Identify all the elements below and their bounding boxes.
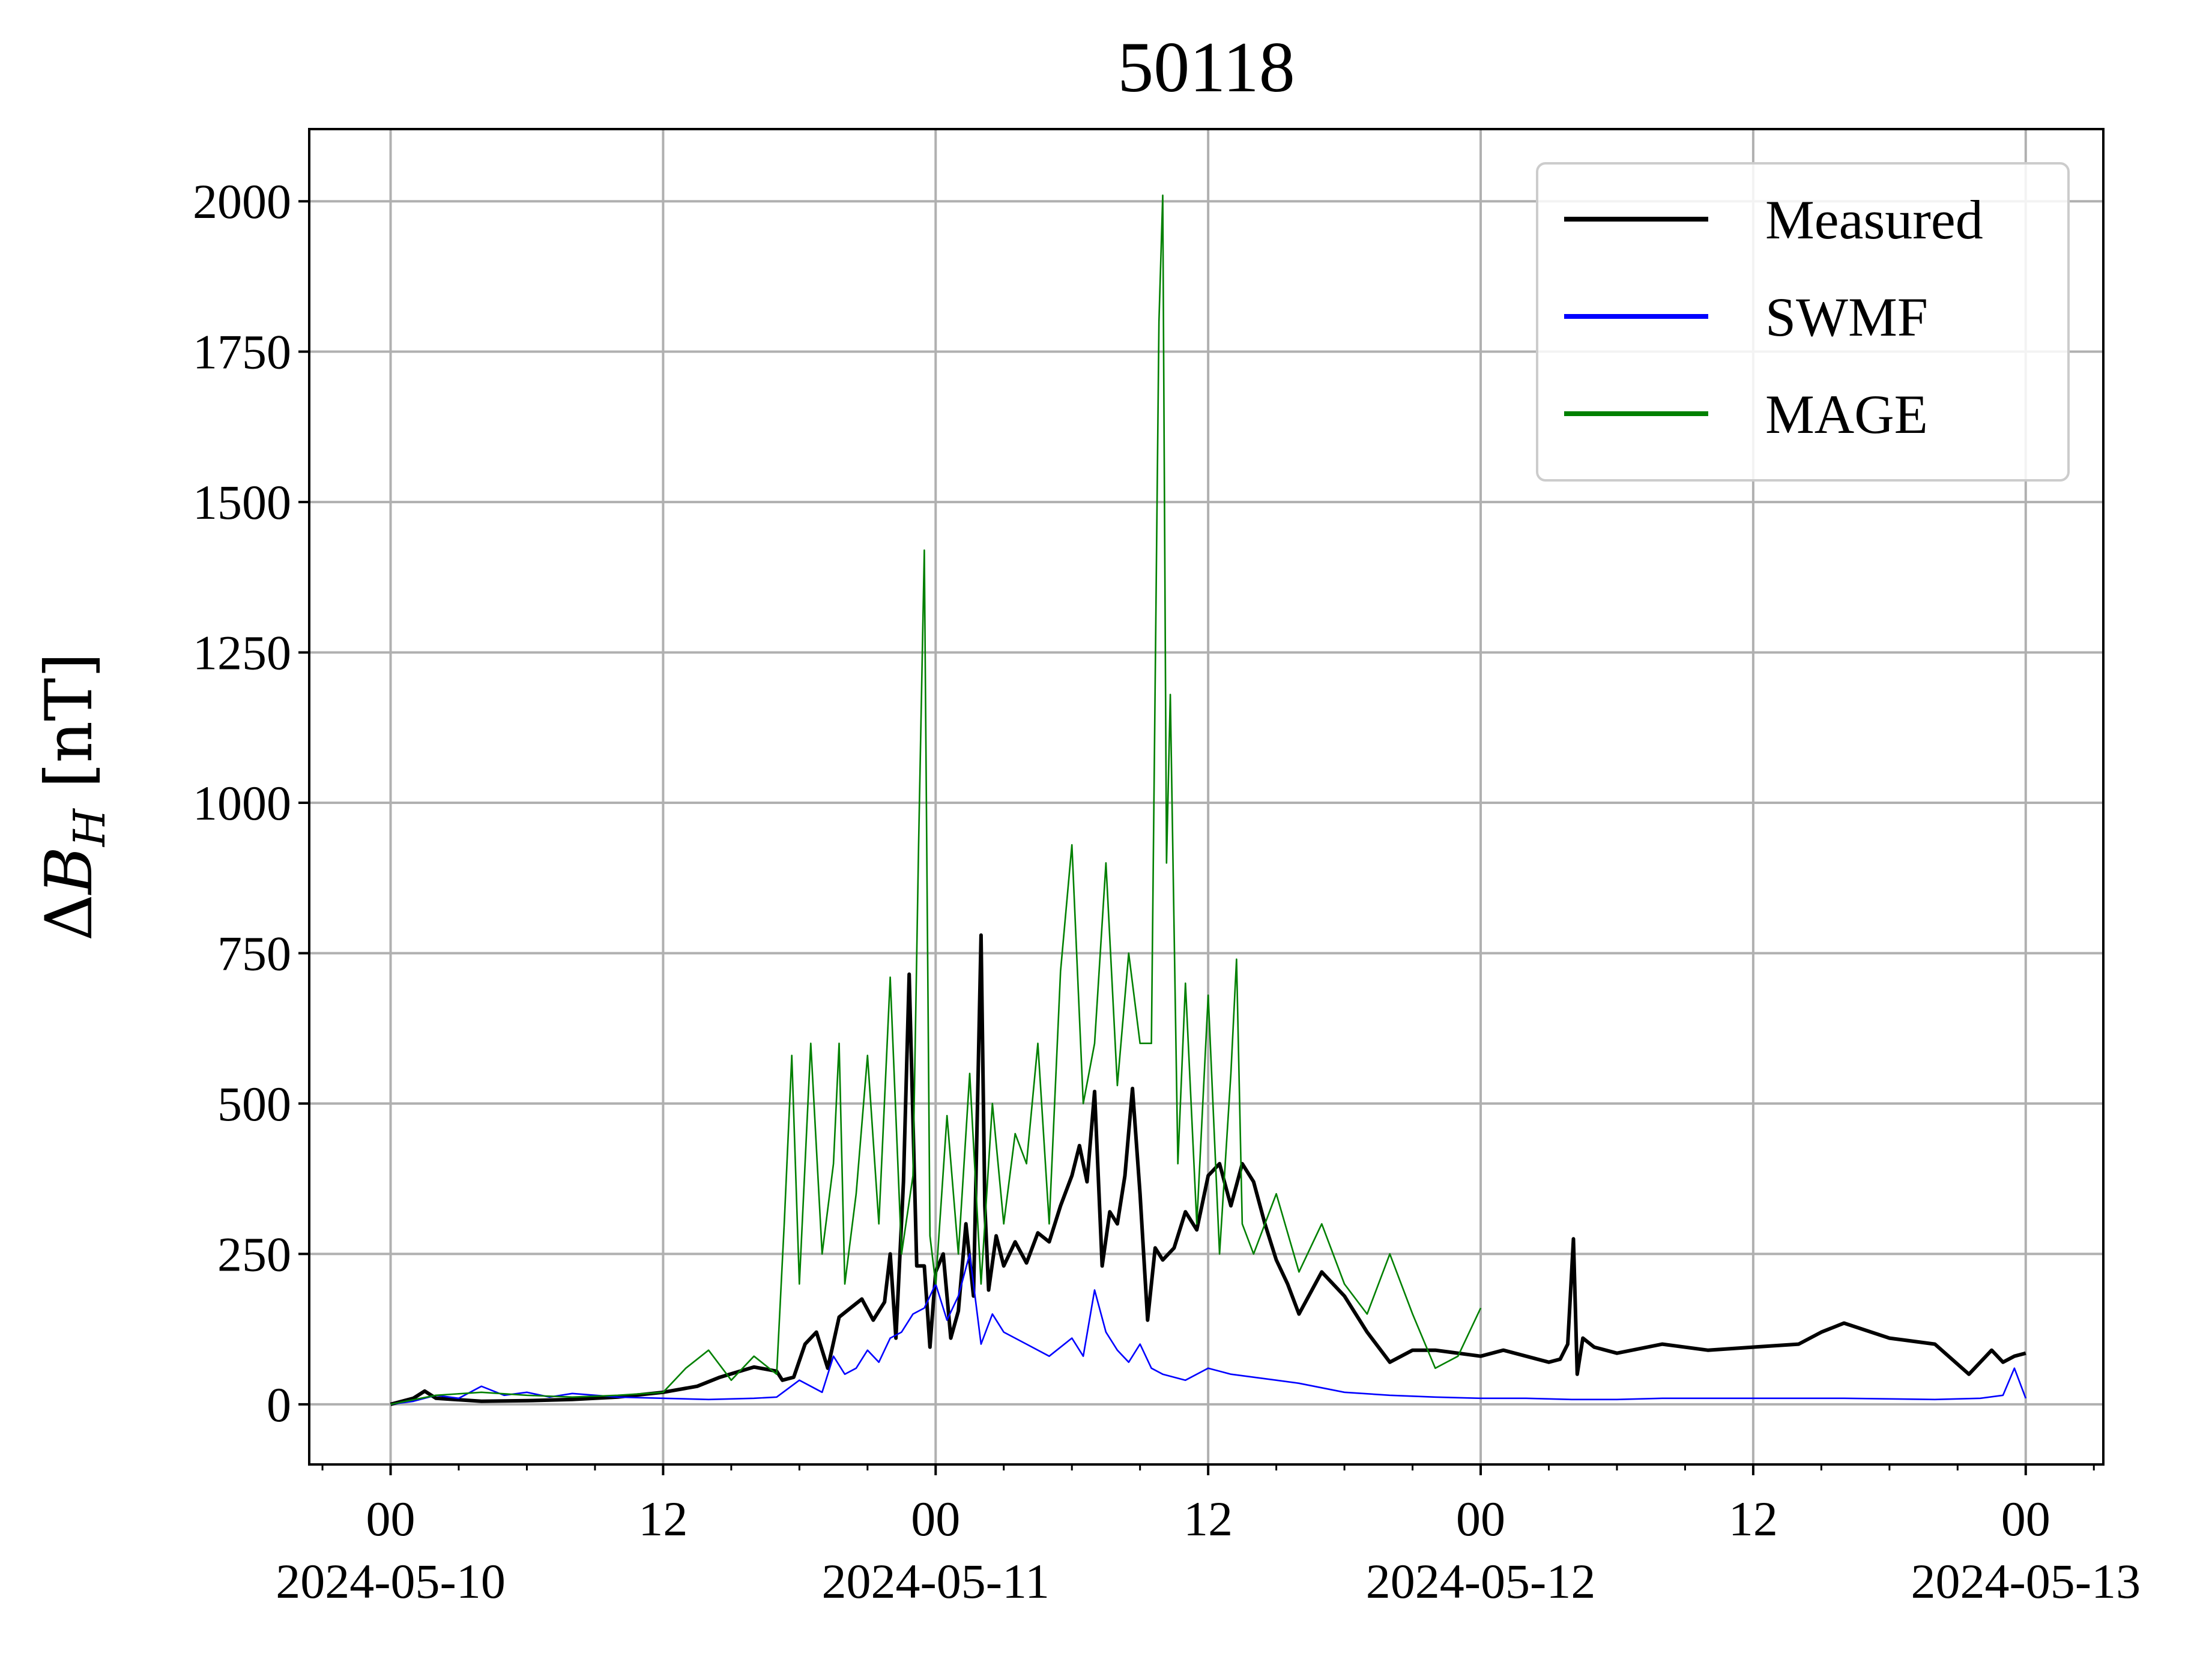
y-tick-label: 1000 xyxy=(193,776,291,830)
x-tick-label: 12 xyxy=(1729,1491,1778,1546)
x-tick-date-label: 2024-05-13 xyxy=(1911,1554,2141,1609)
y-tick-label: 500 xyxy=(217,1077,291,1131)
x-tick-label: 00 xyxy=(911,1491,960,1546)
y-tick-label: 1500 xyxy=(193,475,291,530)
y-tick-label: 750 xyxy=(217,926,291,981)
grid xyxy=(309,129,2103,1464)
legend-box xyxy=(1536,162,2070,482)
x-tick-label: 00 xyxy=(2001,1491,2050,1546)
y-tick-label: 2000 xyxy=(193,174,291,229)
x-axis: 00 2024-05-10 12 00 2024-05-11 12 00 2024-05-12… xyxy=(276,1464,2141,1609)
legend-label-measured: Measured xyxy=(1765,189,1983,250)
x-tick-label: 12 xyxy=(638,1491,687,1546)
legend-label-mage: MAGE xyxy=(1765,384,1928,445)
x-tick-label: 00 xyxy=(1456,1491,1505,1546)
chart-title: 50118 xyxy=(1117,27,1295,107)
x-tick-label: 00 xyxy=(366,1491,416,1546)
x-tick-label: 12 xyxy=(1183,1491,1233,1546)
y-tick-label: 250 xyxy=(217,1227,291,1281)
series-line-swmf xyxy=(390,1253,2027,1406)
plot-frame xyxy=(308,128,2105,1466)
legend: Measured SWMF MAGE xyxy=(1536,162,2070,482)
x-tick-date-label: 2024-05-11 xyxy=(821,1554,1050,1609)
plot-area xyxy=(390,194,2027,1406)
y-tick-label: 1750 xyxy=(193,325,291,379)
x-tick-date-label: 2024-05-10 xyxy=(276,1554,506,1609)
x-tick-date-label: 2024-05-12 xyxy=(1366,1554,1596,1609)
series-line-measured xyxy=(390,933,2026,1406)
y-tick-label: 0 xyxy=(267,1377,291,1432)
y-axis: 0 250 500 750 1000 1250 1500 1750 2000 xyxy=(193,174,309,1432)
series-line-mage xyxy=(390,194,1482,1406)
y-axis-label: ΔBH [nT] xyxy=(32,653,115,941)
legend-label-swmf: SWMF xyxy=(1765,286,1928,348)
y-tick-label: 1250 xyxy=(193,626,291,680)
